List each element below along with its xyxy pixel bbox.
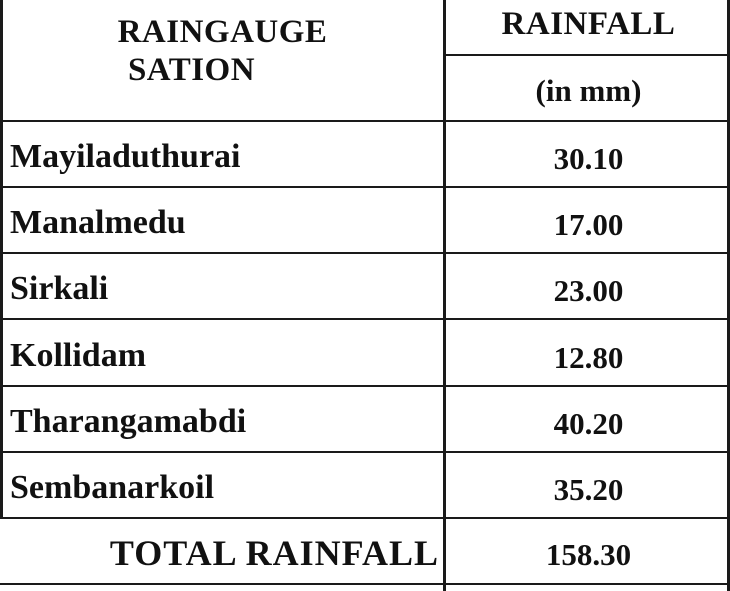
row-divider <box>0 186 730 188</box>
station-name: Mayiladuthurai <box>10 138 241 175</box>
rainfall-value: 17.00 <box>553 207 624 242</box>
row-divider <box>0 318 730 320</box>
total-rainfall-label: TOTAL RAINFALL <box>109 533 439 573</box>
header-station: RAINGAUGE SATION <box>0 16 445 87</box>
rainfall-value: 35.20 <box>553 472 624 507</box>
row-divider <box>0 385 730 387</box>
row-divider <box>0 451 730 453</box>
row-divider <box>0 517 730 519</box>
header-station-line2: SATION <box>127 52 256 88</box>
total-bottom-border <box>0 583 730 585</box>
header-bottom-border <box>0 120 730 122</box>
station-name: Manalmedu <box>10 204 186 241</box>
header-station-line1: RAINGAUGE <box>117 14 328 50</box>
station-name: Sembanarkoil <box>10 469 215 506</box>
rainfall-value: 12.80 <box>553 340 624 375</box>
header-subdivider <box>443 54 730 56</box>
header-unit: (in mm) <box>535 73 642 108</box>
station-name: Tharangamabdi <box>10 403 247 440</box>
table-border-left <box>0 0 3 519</box>
rainfall-value: 30.10 <box>553 141 624 176</box>
total-rainfall-value: 158.30 <box>545 537 632 572</box>
row-divider <box>0 252 730 254</box>
rainfall-value: 23.00 <box>553 273 624 308</box>
table-column-divider <box>443 0 446 591</box>
table-border-right <box>727 0 730 591</box>
station-name: Kollidam <box>10 337 147 374</box>
station-name: Sirkali <box>10 270 109 307</box>
header-rainfall: RAINFALL <box>501 6 676 42</box>
rainfall-value: 40.20 <box>553 406 624 441</box>
